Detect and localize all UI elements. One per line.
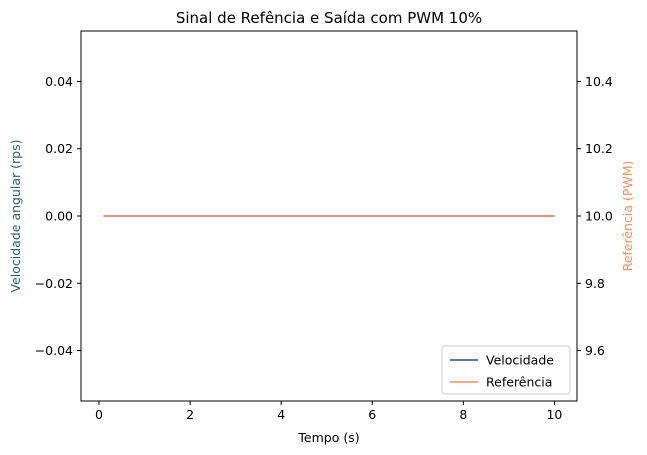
y-right-tick-label: 10.4	[585, 74, 613, 89]
y-right-tick-label: 10.2	[585, 141, 613, 156]
x-axis-title: Tempo (s)	[297, 430, 359, 445]
y-right-tick-label: 10.0	[585, 209, 613, 224]
y-left-tick-label: 0.02	[45, 141, 73, 156]
x-tick-label: 0	[95, 407, 103, 422]
chart-title: Sinal de Refência e Saída com PWM 10%	[176, 9, 482, 27]
y-left-tick-label: 0.04	[45, 74, 73, 89]
x-tick-label: 8	[459, 407, 467, 422]
x-axis: 0 2 4 6 8 10	[95, 401, 562, 422]
y-axis-left: −0.04 −0.02 0.00 0.02 0.04	[35, 74, 81, 358]
legend-label: Referência	[486, 375, 552, 390]
x-tick-label: 2	[186, 407, 194, 422]
y-right-tick-label: 9.8	[585, 276, 605, 291]
legend-label: Velocidade	[486, 353, 554, 368]
x-tick-label: 6	[368, 407, 376, 422]
y-left-tick-label: −0.04	[35, 343, 73, 358]
y-axis-right-title: Referência (PWM)	[620, 161, 635, 272]
y-left-tick-label: 0.00	[45, 209, 73, 224]
legend: Velocidade Referência	[441, 345, 571, 395]
y-right-tick-label: 9.6	[585, 343, 605, 358]
y-axis-left-title: Velocidade angular (rps)	[8, 140, 23, 293]
x-tick-label: 4	[277, 407, 285, 422]
y-axis-right: 9.6 9.8 10.0 10.2 10.4	[577, 74, 613, 358]
x-tick-label: 10	[546, 407, 562, 422]
y-left-tick-label: −0.02	[35, 276, 73, 291]
